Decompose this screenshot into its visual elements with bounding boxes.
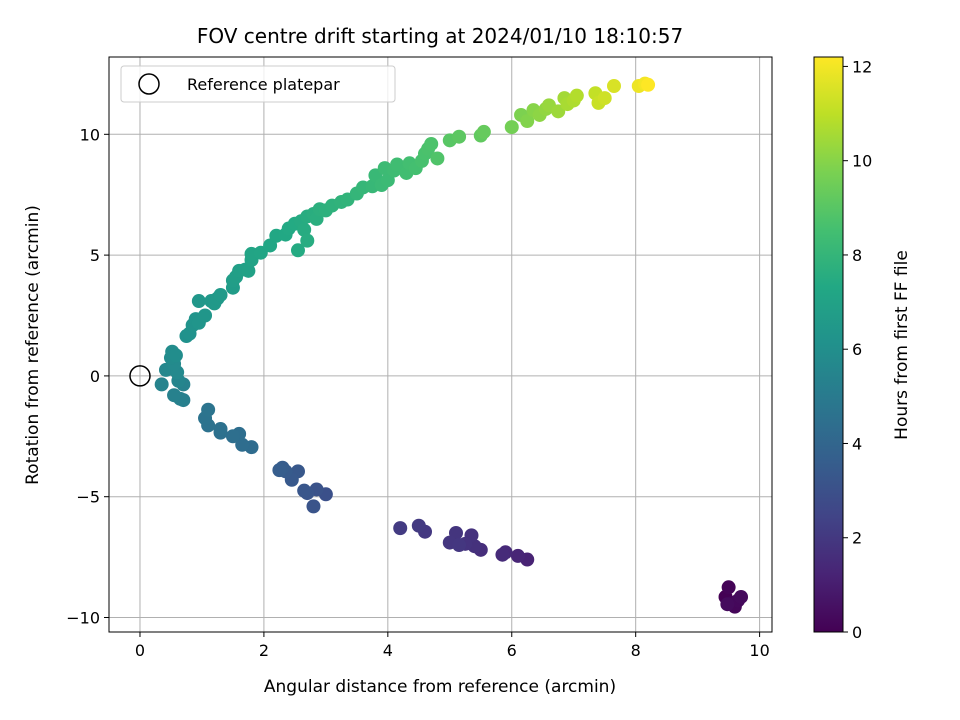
plot-frame — [108, 56, 773, 633]
data-point — [734, 589, 749, 604]
x-tick-label: 8 — [631, 641, 641, 660]
chart-title: FOV centre drift starting at 2024/01/10 … — [197, 24, 683, 48]
data-point — [154, 377, 169, 392]
data-point — [641, 77, 656, 92]
colorbar: 0 2 4 6 8 10 12 Hours from first FF file — [813, 56, 912, 642]
data-point — [393, 521, 408, 536]
data-point — [290, 243, 305, 258]
data-point — [606, 78, 621, 93]
colorbar-label: Hours from first FF file — [892, 250, 912, 440]
legend: Reference platepar — [120, 65, 396, 103]
data-point — [430, 151, 445, 166]
y-tick-label: 0 — [90, 367, 100, 386]
y-axis-ticks: −10 −5 0 5 10 — [66, 125, 109, 628]
data-point — [510, 548, 525, 563]
data-point — [597, 91, 612, 106]
data-point — [495, 547, 510, 562]
data-point — [452, 538, 467, 553]
data-point — [272, 463, 287, 478]
x-tick-label: 2 — [259, 641, 269, 660]
x-tick-label: 4 — [383, 641, 393, 660]
data-point — [168, 348, 183, 363]
colorbar-tick-label: 8 — [852, 246, 862, 265]
data-point — [306, 499, 321, 514]
y-tick-label: 5 — [90, 246, 100, 265]
data-point — [476, 124, 491, 139]
data-point — [198, 308, 213, 323]
data-point — [201, 402, 216, 417]
x-tick-label: 0 — [135, 641, 145, 660]
reference-point-marker — [129, 365, 151, 387]
data-point — [504, 120, 519, 135]
data-point — [297, 483, 312, 498]
y-tick-label: −5 — [76, 488, 100, 507]
data-point — [424, 136, 439, 151]
colorbar-tick-label: 12 — [852, 57, 872, 76]
colorbar-tick-label: 6 — [852, 340, 862, 359]
x-tick-label: 6 — [507, 641, 517, 660]
x-tick-label: 10 — [749, 641, 769, 660]
data-point — [213, 287, 228, 302]
data-point — [721, 580, 736, 595]
colorbar-ticks: 0 2 4 6 8 10 12 — [843, 57, 872, 642]
data-point — [213, 422, 228, 437]
x-axis-ticks: 0 2 4 6 8 10 — [135, 632, 770, 660]
data-point — [241, 263, 256, 278]
data-point — [300, 233, 315, 248]
colorbar-tick-label: 0 — [852, 623, 862, 642]
data-point — [569, 88, 584, 103]
y-tick-label: −10 — [66, 609, 100, 628]
legend-frame — [120, 65, 396, 103]
data-point — [225, 429, 240, 444]
colorbar-tick-label: 10 — [852, 152, 872, 171]
data-point — [191, 294, 206, 309]
y-tick-label: 10 — [80, 125, 100, 144]
data-point — [235, 437, 250, 452]
data-point — [167, 388, 182, 403]
data-point — [520, 114, 535, 129]
legend-reference-marker — [138, 73, 160, 95]
x-axis-label: Angular distance from reference (arcmin) — [264, 677, 616, 697]
colorbar-tick-label: 4 — [852, 434, 862, 453]
legend-entry-label: Reference platepar — [187, 75, 340, 94]
data-point — [411, 518, 426, 533]
data-point — [297, 222, 312, 237]
data-point — [720, 597, 735, 612]
data-point — [390, 157, 405, 172]
y-axis-label: Rotation from reference (arcmin) — [23, 205, 43, 485]
colorbar-tick-label: 2 — [852, 529, 862, 548]
colorbar-gradient — [813, 56, 844, 633]
data-points — [154, 76, 749, 614]
data-point — [452, 129, 467, 144]
grid-lines — [109, 57, 772, 632]
